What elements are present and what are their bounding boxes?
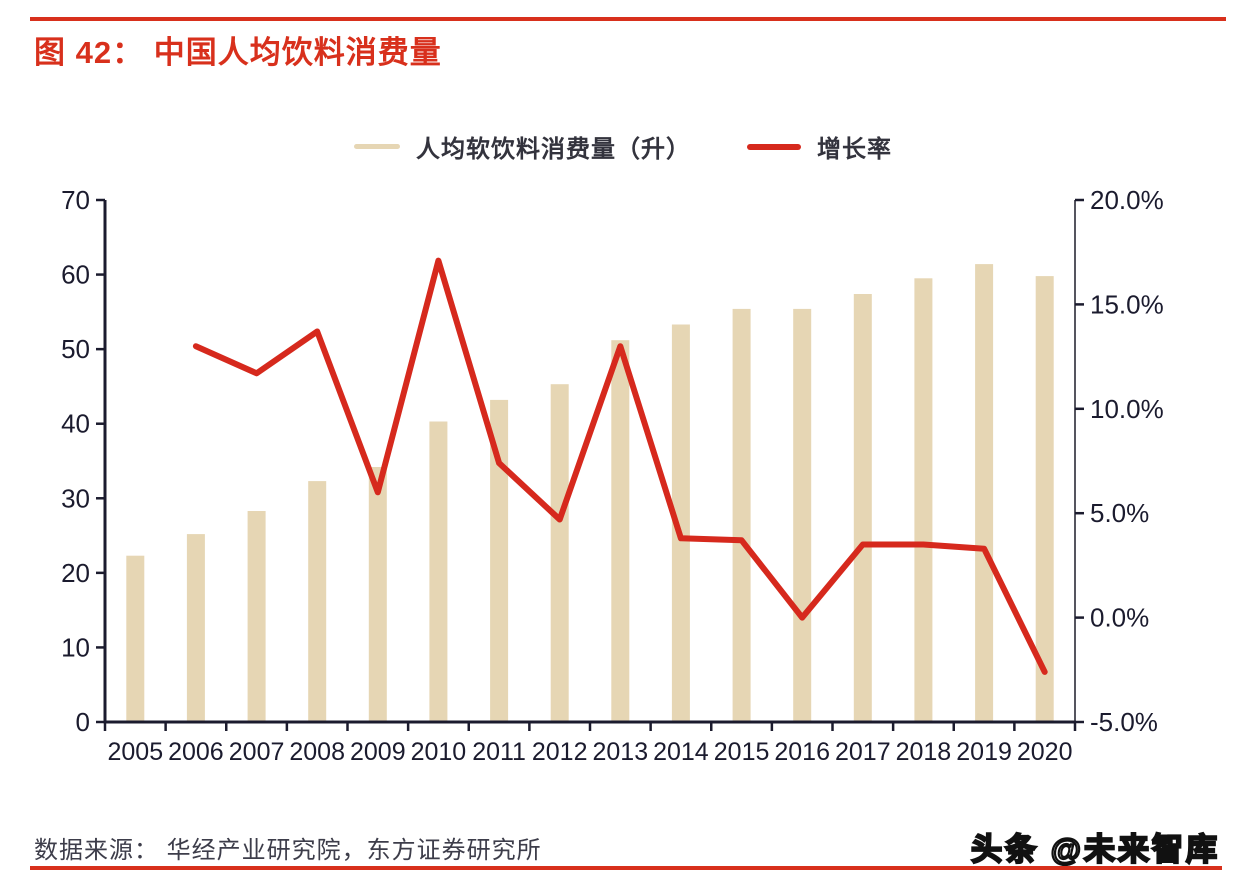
right-tick-label: -5.0%	[1090, 707, 1158, 737]
bar-2015	[732, 308, 751, 722]
right-tick-label: 20.0%	[1090, 185, 1164, 215]
x-tick-label-2013: 2013	[592, 738, 648, 766]
bar-2013	[611, 340, 630, 722]
x-tick-label-2014: 2014	[653, 738, 709, 766]
bottom-divider-rule	[30, 866, 1222, 870]
legend-bar-swatch	[354, 144, 400, 149]
legend-line-swatch	[747, 143, 801, 150]
x-tick-label-2009: 2009	[350, 738, 406, 766]
legend-bar-label: 人均软饮料消费量（升）	[416, 136, 691, 163]
x-tick-label-2008: 2008	[289, 738, 345, 766]
right-tick-label: 15.0%	[1090, 289, 1164, 319]
x-tick-label-2016: 2016	[774, 738, 830, 766]
bar-2018	[914, 278, 933, 722]
legend-item-growth: 增长率	[747, 129, 892, 164]
watermark-toutiao: 头条 @未来智库	[970, 831, 1220, 868]
left-tick-label: 50	[61, 334, 90, 364]
left-tick-label: 30	[61, 483, 90, 513]
x-tick-label-2018: 2018	[896, 738, 952, 766]
bar-2010	[429, 421, 448, 722]
bar-2005	[126, 555, 145, 722]
data-source-note: 数据来源： 华经产业研究院，东方证券研究所	[34, 837, 542, 864]
bar-2009	[368, 467, 387, 722]
bar-2014	[671, 324, 690, 722]
growth-rate-line	[192, 257, 1048, 675]
bar-2007	[247, 511, 266, 722]
left-tick-label: 60	[61, 260, 90, 290]
bar-2020	[1035, 276, 1054, 722]
legend-line-label: 增长率	[817, 136, 892, 163]
bar-2008	[308, 481, 327, 722]
left-tick-label: 70	[61, 185, 90, 215]
combo-chart: 0 10 20 30 40 50 60 70 -5.0% 0.0% 5.0% 10.0% 15.0% 20…	[61, 185, 1164, 766]
right-tick-label: 0.0%	[1090, 603, 1149, 633]
x-tick-label-2012: 2012	[532, 738, 588, 766]
x-tick-label-2007: 2007	[229, 738, 285, 766]
bar-2017	[853, 294, 872, 722]
legend-item-consumption: 人均软饮料消费量（升）	[354, 129, 691, 164]
left-tick-label: 0	[76, 707, 90, 737]
bar-2012	[550, 384, 569, 722]
right-tick-label: 5.0%	[1090, 498, 1149, 528]
figure-title: 图 42： 中国人均饮料消费量	[34, 35, 442, 70]
bar-2016	[793, 308, 812, 722]
x-tick-label-2015: 2015	[714, 738, 770, 766]
chart-legend: 人均软饮料消费量（升） 增长率	[0, 129, 1246, 164]
x-tick-label-2006: 2006	[168, 738, 224, 766]
left-tick-label: 10	[61, 632, 90, 662]
x-tick-label-2011: 2011	[472, 738, 526, 766]
bar-2011	[490, 399, 509, 722]
right-tick-label: 10.0%	[1090, 394, 1164, 424]
top-divider-rule	[30, 17, 1226, 21]
left-tick-label: 40	[61, 409, 90, 439]
x-tick-label-2005: 2005	[107, 738, 163, 766]
x-tick-label-2010: 2010	[411, 738, 467, 766]
bar-2006	[186, 534, 205, 722]
left-tick-label: 20	[61, 558, 90, 588]
bar-2019	[975, 264, 994, 722]
x-tick-label-2019: 2019	[956, 738, 1012, 766]
x-tick-label-2020: 2020	[1017, 738, 1073, 766]
x-tick-label-2017: 2017	[835, 738, 891, 766]
